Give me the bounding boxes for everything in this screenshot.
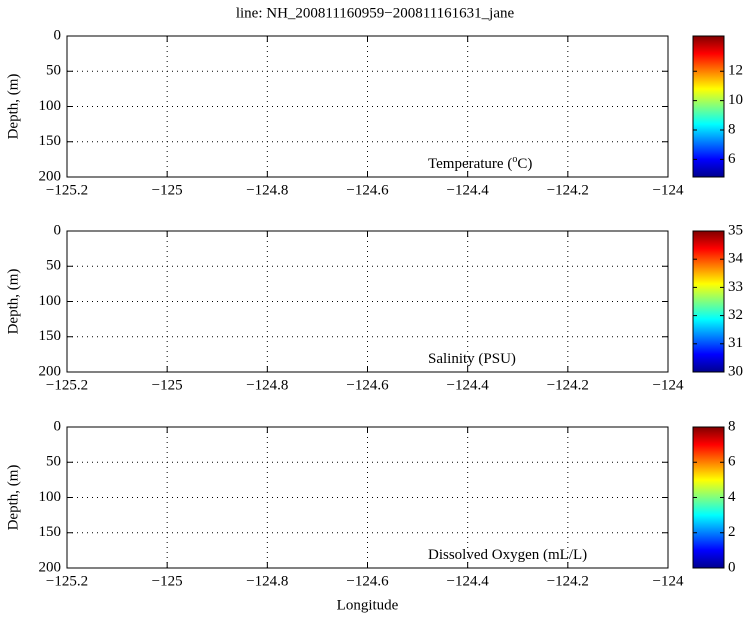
colorbar-tick-label: 6 [728,151,736,167]
colorbar-tick-label: 30 [728,363,743,379]
x-tick-label: −125.2 [46,182,88,198]
annotation-part: o [512,154,517,165]
annotation: Dissolved Oxygen (mL/L) [428,547,587,563]
y-tick-label: 0 [54,222,62,238]
annotation-part: Salinity (PSU) [428,351,516,367]
x-tick-label: −124.6 [346,377,389,393]
x-tick-label: −124 [653,573,684,589]
x-tick-label: −125.2 [46,573,88,589]
x-tick-label: −124.8 [246,573,288,589]
colorbar-tick-label: 35 [728,222,743,238]
colorbar [692,35,725,178]
x-tick-label: −124.4 [447,377,490,393]
x-tick-label: −124 [653,377,684,393]
y-tick-label: 150 [39,133,62,149]
annotation: Salinity (PSU) [428,351,516,367]
y-tick-label: 0 [54,418,62,434]
annotation-part: C) [517,156,532,172]
colorbar-tick-label: 8 [728,121,736,137]
y-tick-label: 200 [39,363,62,379]
y-tick-label: 50 [46,454,61,470]
colorbar-tick-label: 33 [728,279,743,295]
plot-frame [66,35,669,178]
x-tick-label: −124.4 [447,573,490,589]
colorbar-tick-label: 10 [728,92,743,108]
y-tick-label: 0 [54,27,62,43]
x-tick-label: −125 [152,573,183,589]
x-tick-label: −124.4 [447,182,490,198]
x-tick-label: −125 [152,182,183,198]
colorbar [692,426,725,569]
colorbar-tick-label: 6 [728,454,736,470]
x-tick-label: −124.2 [547,573,589,589]
colorbar-tick-label: 8 [728,418,736,434]
x-tick-label: −124.8 [246,182,288,198]
colorbar-tick-label: 34 [728,251,744,267]
annotation-part: Temperature ( [428,156,512,172]
colorbar-tick-label: 32 [728,307,743,323]
y-tick-label: 100 [39,293,62,309]
x-tick-label: −124.6 [346,573,389,589]
y-axis-label: Depth, (m) [5,465,21,531]
x-tick-label: −124 [653,182,684,198]
x-tick-label: −124.2 [547,182,589,198]
colorbar-tick-label: 31 [728,335,743,351]
y-tick-label: 50 [46,258,61,274]
colorbar-tick-label: 12 [728,63,743,79]
colorbar-tick-label: 4 [728,489,736,505]
figure-title: line: NH_200811160959−200811161631_jane [236,5,515,21]
x-tick-label: −124.6 [346,182,389,198]
plot-frame [66,230,669,373]
y-tick-label: 150 [39,328,62,344]
y-tick-label: 200 [39,168,62,184]
y-tick-label: 200 [39,559,62,575]
plot-frame [66,426,669,569]
y-tick-label: 100 [39,98,62,114]
colorbar-tick-label: 2 [728,524,736,540]
annotation-part: Dissolved Oxygen (mL/L) [428,547,587,563]
annotation: Temperature (oC) [428,154,532,173]
x-tick-label: −125.2 [46,377,88,393]
colorbar-tick-label: 0 [728,559,736,575]
x-tick-label: −124.2 [547,377,589,393]
y-tick-label: 100 [39,489,62,505]
y-axis-label: Depth, (m) [5,269,21,335]
colorbar [692,230,725,373]
x-axis-label: Longitude [337,597,399,613]
x-tick-label: −124.8 [246,377,288,393]
y-tick-label: 50 [46,63,61,79]
x-tick-label: −125 [152,377,183,393]
y-tick-label: 150 [39,524,62,540]
y-axis-label: Depth, (m) [5,74,21,140]
